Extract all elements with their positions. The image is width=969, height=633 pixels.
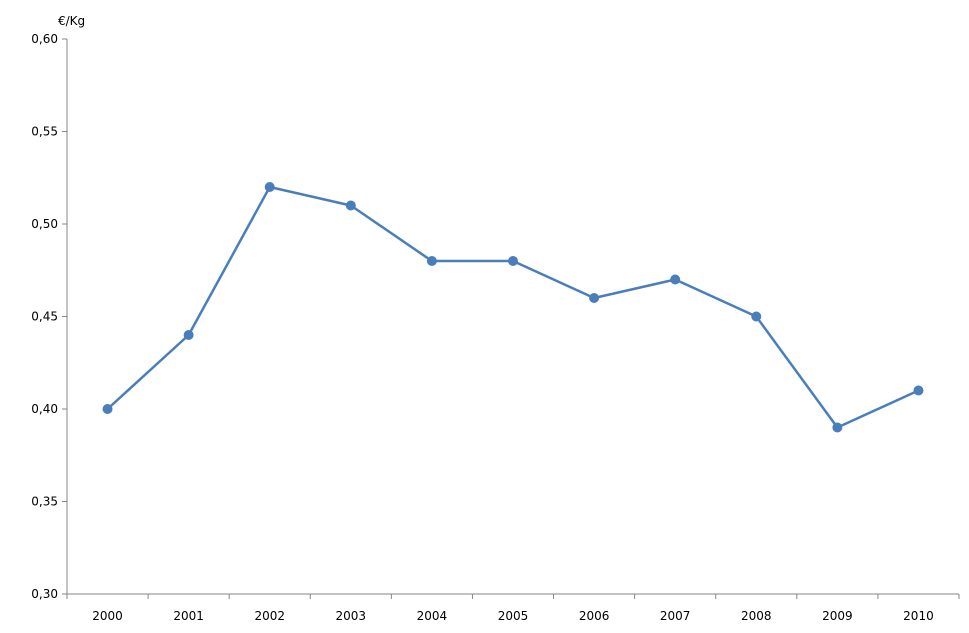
data-point — [102, 404, 113, 414]
data-point — [751, 311, 762, 322]
y-tick-label: 0,50 — [31, 217, 58, 231]
x-tick-label: 2010 — [903, 609, 934, 623]
data-point — [183, 330, 194, 340]
x-tick-label: 2002 — [254, 609, 285, 623]
data-point — [426, 256, 437, 266]
x-tick-label: 2005 — [498, 609, 529, 623]
y-axis-unit-label: €/Kg — [58, 14, 85, 28]
x-tick-label: 2007 — [660, 609, 691, 623]
data-point — [589, 293, 600, 303]
x-tick-label: 2000 — [92, 609, 123, 623]
y-tick-label: 0,35 — [31, 495, 58, 509]
y-tick-label: 0,45 — [31, 310, 58, 324]
x-tick-label: 2004 — [417, 609, 448, 623]
y-tick-label: 0,30 — [31, 587, 58, 601]
data-point — [264, 182, 275, 192]
data-point — [832, 422, 843, 433]
data-point — [913, 385, 924, 396]
series-line — [106, 185, 920, 429]
x-tick-label: 2003 — [336, 609, 367, 623]
data-point — [345, 200, 356, 211]
x-tick-label: 2006 — [579, 609, 610, 623]
x-tick-label: 2008 — [741, 609, 772, 623]
x-tick-label: 2009 — [822, 609, 853, 623]
data-point — [508, 256, 518, 266]
y-tick-label: 0,40 — [31, 402, 58, 416]
y-tick-label: 0,55 — [31, 125, 58, 139]
x-axis: 2000 2001 2002 2003 2004 2005 2006 2007 2008 2009… — [66, 593, 960, 623]
data-point — [670, 274, 681, 285]
y-axis: 0,30 0,35 0,40 0,45 0,50 0,55 0,60 — [31, 32, 68, 601]
x-tick-label: 2001 — [173, 609, 204, 623]
series-group — [102, 182, 924, 433]
y-tick-label: 0,60 — [31, 32, 58, 46]
